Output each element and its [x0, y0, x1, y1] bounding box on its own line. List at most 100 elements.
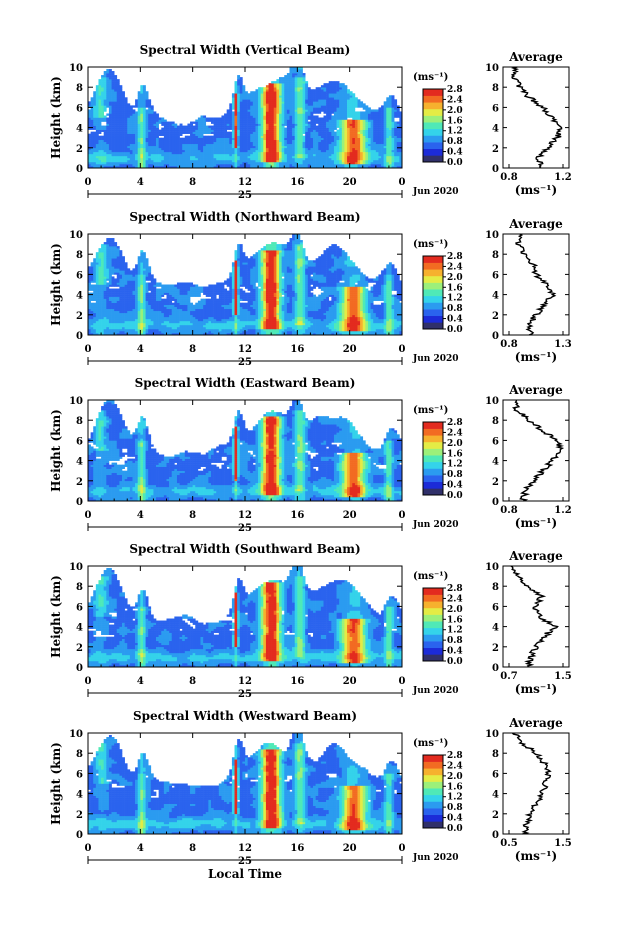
- heatmap-cell: [245, 150, 248, 152]
- heatmap-cell: [352, 103, 355, 105]
- heatmap-cell: [284, 109, 287, 111]
- heatmap-cell: [350, 115, 353, 117]
- heatmap-cell: [365, 160, 368, 162]
- heatmap-cell: [109, 319, 112, 321]
- heatmap-cell: [282, 105, 285, 107]
- heatmap-cell: [363, 107, 366, 109]
- heatmap-cell: [164, 156, 167, 158]
- heatmap-cell: [132, 118, 135, 120]
- heatmap-cell: [373, 158, 376, 160]
- heatmap-cell: [271, 128, 274, 130]
- heatmap-cell: [378, 148, 381, 150]
- heatmap-cell: [331, 93, 334, 95]
- heatmap-cell: [324, 156, 327, 158]
- heatmap-cell: [339, 115, 342, 117]
- heatmap-cell: [263, 152, 266, 154]
- heatmap-cell: [127, 142, 130, 144]
- heatmap-cell: [313, 103, 316, 105]
- heatmap-cell: [182, 158, 185, 160]
- heatmap-cell: [334, 103, 337, 105]
- heatmap-cell: [148, 109, 151, 111]
- heatmap-cell: [193, 154, 196, 156]
- heatmap-cell: [211, 138, 214, 140]
- heatmap-cell: [146, 128, 149, 130]
- heatmap-cell: [106, 315, 109, 317]
- heatmap-cell: [130, 128, 133, 130]
- heatmap-cell: [303, 128, 306, 130]
- heatmap-cell: [112, 309, 115, 311]
- heatmap-cell: [321, 132, 324, 134]
- heatmap-cell: [242, 107, 245, 109]
- heatmap-cell: [93, 291, 96, 293]
- heatmap-cell: [282, 95, 285, 97]
- heatmap-cell: [297, 134, 300, 136]
- heatmap-cell: [318, 138, 321, 140]
- heatmap-cell: [282, 79, 285, 81]
- heatmap-cell: [156, 134, 159, 136]
- heatmap-cell: [109, 325, 112, 327]
- heatmap-cell: [101, 309, 104, 311]
- heatmap-cell: [127, 293, 130, 295]
- heatmap-cell: [248, 142, 251, 144]
- heatmap-cell: [167, 148, 170, 150]
- heatmap-cell: [101, 85, 104, 87]
- heatmap-cell: [119, 293, 122, 295]
- heatmap-cell: [214, 132, 217, 134]
- heatmap-cell: [143, 87, 146, 89]
- heatmap-cell: [276, 162, 279, 164]
- heatmap-cell: [93, 260, 96, 262]
- heatmap-cell: [316, 134, 319, 136]
- heatmap-cell: [101, 276, 104, 278]
- heatmap-cell: [235, 109, 238, 111]
- heatmap-cell: [271, 138, 274, 140]
- heatmap-cell: [174, 160, 177, 162]
- heatmap-cell: [276, 158, 279, 160]
- heatmap-cell: [229, 156, 232, 158]
- heatmap-cell: [112, 240, 115, 242]
- heatmap-cell: [106, 79, 109, 81]
- heatmap-cell: [143, 148, 146, 150]
- heatmap-cell: [350, 158, 353, 160]
- heatmap-cell: [101, 287, 104, 289]
- heatmap-cell: [112, 83, 115, 85]
- heatmap-cell: [392, 111, 395, 113]
- heatmap-cell: [203, 136, 206, 138]
- heatmap-cell: [237, 79, 240, 81]
- heatmap-cell: [373, 118, 376, 120]
- heatmap-cell: [276, 152, 279, 154]
- heatmap-cell: [329, 126, 332, 128]
- heatmap-cell: [289, 83, 292, 85]
- heatmap-cell: [279, 136, 282, 138]
- heatmap-cell: [392, 124, 395, 126]
- heatmap-cell: [224, 115, 227, 117]
- heatmap-cell: [119, 146, 122, 148]
- heatmap-cell: [248, 128, 251, 130]
- heatmap-cell: [360, 130, 363, 132]
- heatmap-cell: [258, 142, 261, 144]
- heatmap-cell: [365, 140, 368, 142]
- heatmap-cell: [297, 144, 300, 146]
- heatmap-cell: [355, 142, 358, 144]
- heatmap-cell: [245, 136, 248, 138]
- heatmap-cell: [310, 91, 313, 93]
- heatmap-cell: [101, 244, 104, 246]
- heatmap-cell: [106, 120, 109, 122]
- heatmap-cell: [258, 146, 261, 148]
- heatmap-cell: [263, 162, 266, 164]
- heatmap-cell: [98, 89, 101, 91]
- heatmap-cell: [235, 97, 238, 99]
- heatmap-cell: [339, 124, 342, 126]
- heatmap-cell: [334, 87, 337, 89]
- heatmap-cell: [300, 140, 303, 142]
- heatmap-cell: [242, 144, 245, 146]
- heatmap-cell: [151, 120, 154, 122]
- heatmap-cell: [206, 142, 209, 144]
- heatmap-cell: [174, 162, 177, 164]
- heatmap-cell: [313, 142, 316, 144]
- heatmap-cell: [224, 122, 227, 124]
- heatmap-cell: [106, 262, 109, 264]
- heatmap-cell: [164, 152, 167, 154]
- heatmap-cell: [127, 107, 130, 109]
- heatmap-cell: [284, 85, 287, 87]
- heatmap-cell: [392, 160, 395, 162]
